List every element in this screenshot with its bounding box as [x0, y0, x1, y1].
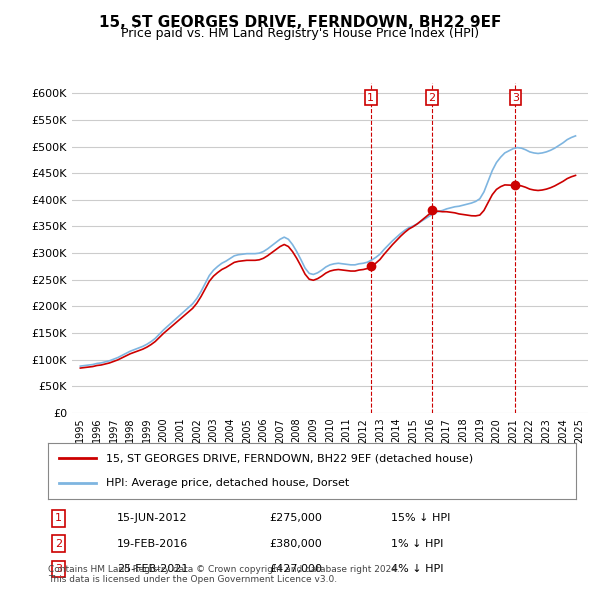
Text: 2: 2: [428, 93, 436, 103]
Text: 3: 3: [512, 93, 519, 103]
Text: 15% ↓ HPI: 15% ↓ HPI: [391, 513, 451, 523]
Text: 19-FEB-2016: 19-FEB-2016: [116, 539, 188, 549]
Text: 15, ST GEORGES DRIVE, FERNDOWN, BH22 9EF (detached house): 15, ST GEORGES DRIVE, FERNDOWN, BH22 9EF…: [106, 453, 473, 463]
Text: Contains HM Land Registry data © Crown copyright and database right 2024.
This d: Contains HM Land Registry data © Crown c…: [48, 565, 400, 584]
Text: 1% ↓ HPI: 1% ↓ HPI: [391, 539, 443, 549]
Text: Price paid vs. HM Land Registry's House Price Index (HPI): Price paid vs. HM Land Registry's House …: [121, 27, 479, 40]
Text: 2: 2: [55, 539, 62, 549]
Text: 4% ↓ HPI: 4% ↓ HPI: [391, 564, 444, 574]
Text: 25-FEB-2021: 25-FEB-2021: [116, 564, 188, 574]
Text: £275,000: £275,000: [270, 513, 323, 523]
Text: HPI: Average price, detached house, Dorset: HPI: Average price, detached house, Dors…: [106, 478, 349, 488]
Text: 15, ST GEORGES DRIVE, FERNDOWN, BH22 9EF: 15, ST GEORGES DRIVE, FERNDOWN, BH22 9EF: [99, 15, 501, 30]
Text: 3: 3: [55, 564, 62, 574]
Text: 1: 1: [367, 93, 374, 103]
Text: £427,000: £427,000: [270, 564, 323, 574]
Text: 1: 1: [55, 513, 62, 523]
Text: 15-JUN-2012: 15-JUN-2012: [116, 513, 187, 523]
Text: £380,000: £380,000: [270, 539, 323, 549]
